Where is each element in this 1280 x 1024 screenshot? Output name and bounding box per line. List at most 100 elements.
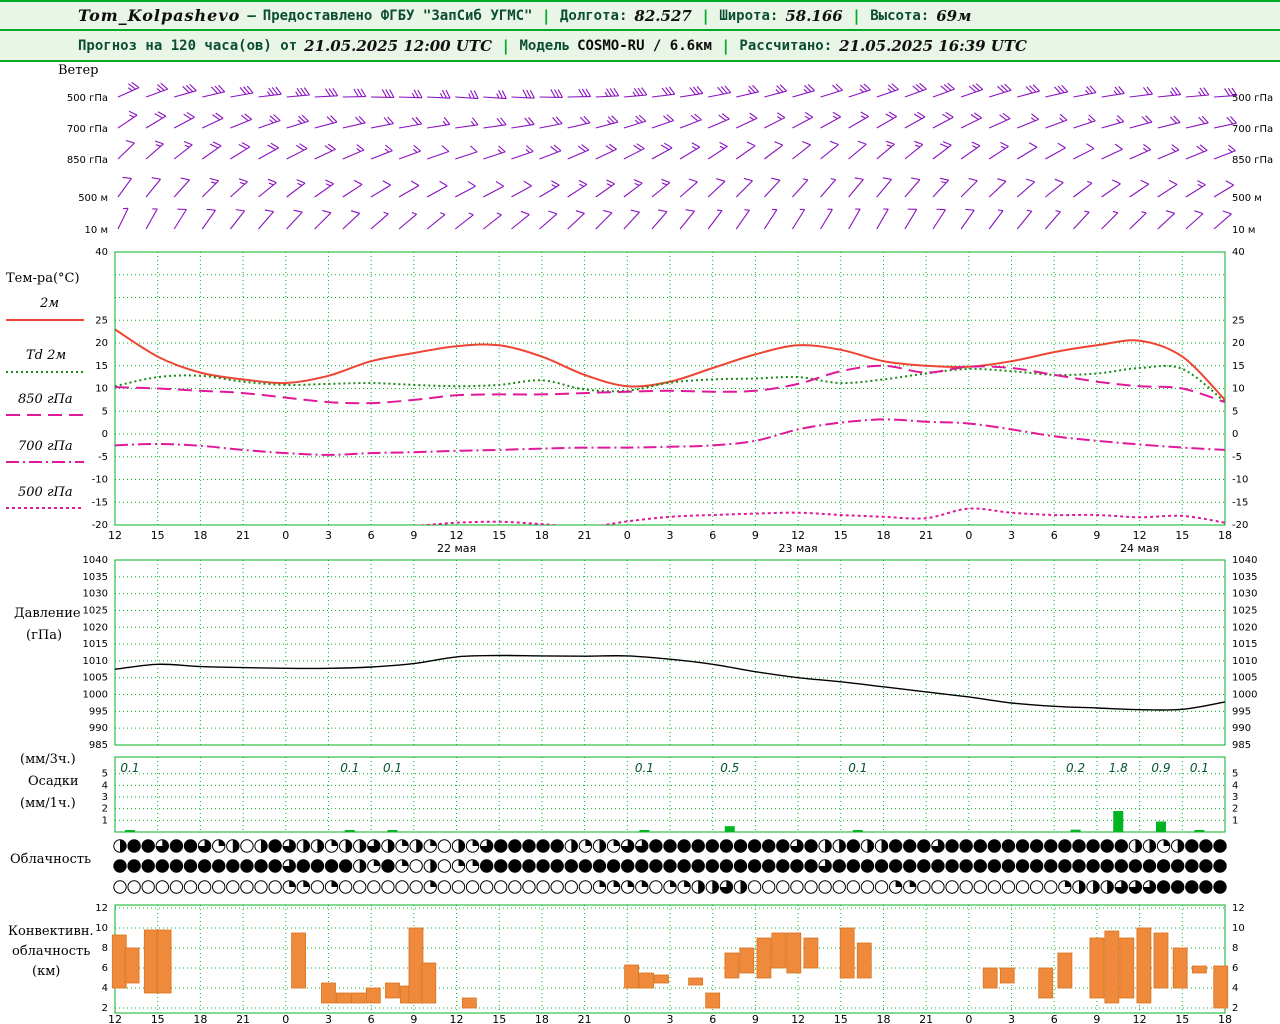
axis-label: 0	[102, 429, 108, 440]
axis-label: 700 гПа	[67, 124, 108, 135]
axis-label: 985	[1232, 740, 1251, 751]
precip-bar	[1194, 830, 1205, 832]
axis-label: 6	[368, 1013, 375, 1024]
cloud-cover-symbol	[197, 880, 212, 894]
lon-value: 82.527	[634, 6, 692, 25]
axis-label: 6	[709, 1013, 716, 1024]
axis-label: 10 м	[85, 225, 108, 236]
cloud-cover-symbol	[874, 880, 889, 894]
pressure-panel: 1040 1040 1035 1035 1030 1030 1025 1025 1020 1020…	[83, 555, 1258, 751]
axis-label: 21	[236, 529, 250, 542]
convective-cloud-bar	[1104, 930, 1120, 1004]
precip-value-label: 0.1	[120, 761, 139, 775]
axis-label: 8	[1232, 943, 1238, 954]
axis-label: 3	[1008, 1013, 1015, 1024]
precip-value-label: 0.1	[848, 761, 867, 775]
convective-cloud-bar	[999, 967, 1015, 984]
pressure-panel-label: Давление	[14, 606, 81, 621]
axis-label: 1005	[83, 673, 108, 684]
axis-label: 6	[1051, 529, 1058, 542]
axis-label: 12	[450, 529, 464, 542]
convective-cloud-bar	[365, 987, 381, 1004]
axis-label: -5	[1232, 452, 1242, 463]
precip-bar	[387, 830, 398, 832]
axis-label: 20	[1232, 338, 1245, 349]
axis-label: 21	[919, 529, 933, 542]
cloud-cover-symbol	[268, 880, 282, 894]
precip-value-label: 0.1	[635, 761, 654, 775]
precip-value-label: 0.9	[1151, 761, 1170, 775]
axis-label: 2	[102, 804, 108, 815]
temperature-series-2	[115, 364, 1225, 405]
header-sep-5: |	[722, 36, 729, 55]
alt-value: 69м	[936, 6, 972, 25]
cloud-cover-symbol	[522, 880, 536, 894]
cloud-cover-symbol	[183, 880, 198, 894]
axis-label: 995	[89, 706, 108, 717]
header-sep-1: |	[543, 6, 549, 25]
cloud-cover-symbol	[987, 880, 1002, 894]
lon-label: Долгота:	[559, 7, 628, 24]
convective-cloud-bar	[291, 932, 306, 989]
axis-label: 0	[282, 1013, 289, 1024]
cloudiness-panel-label: Облачность	[10, 852, 92, 867]
precip-bar	[724, 826, 735, 832]
convective-panel-label-3: (км)	[32, 964, 61, 979]
axis-label: 1030	[1232, 589, 1257, 600]
temperature-series-4	[411, 507, 1225, 525]
convective-cloud-bar	[408, 927, 424, 1004]
temperature-panel-label: Тем-ра(°C)	[6, 271, 80, 286]
axis-label: 21	[578, 1013, 592, 1024]
axis-label: 15	[1175, 1013, 1189, 1024]
precip-panel-label: Осадки	[28, 774, 79, 789]
precip-bar	[1155, 821, 1166, 832]
legend-label-850: 850 гПа	[18, 392, 73, 407]
cloud-cover-symbol	[437, 839, 452, 853]
axis-label: 18	[876, 529, 890, 542]
axis-label: 0	[965, 529, 972, 542]
cloud-cover-symbol	[564, 880, 578, 894]
axis-label: 12	[95, 903, 108, 914]
axis-label: 9	[410, 1013, 417, 1024]
axis-label: 0	[965, 1013, 972, 1024]
axis-label: 12	[108, 529, 122, 542]
axis-label: 20	[95, 338, 108, 349]
cloud-cover-symbol	[155, 880, 170, 894]
axis-label: 500 м	[1232, 193, 1262, 204]
axis-label: 18	[193, 1013, 207, 1024]
axis-label: 2	[102, 1003, 108, 1014]
lat-label: Широта:	[719, 7, 779, 24]
axis-label: 1005	[1232, 673, 1257, 684]
cloud-cover-symbol	[395, 880, 409, 894]
axis-label: 15	[834, 1013, 848, 1024]
cloud-cover-symbol	[1044, 880, 1058, 894]
legend-label-500: 500 гПа	[18, 485, 73, 500]
cloud-cover-symbol	[494, 880, 508, 894]
axis-label: 3	[325, 529, 332, 542]
model-value: COSMO-RU / 6.6км	[577, 37, 712, 54]
convective-cloud-bar	[350, 992, 366, 1004]
axis-label: -20	[92, 520, 108, 531]
cloud-cover-symbol	[578, 880, 593, 894]
precip-value-label: 0.1	[383, 761, 402, 775]
precip-value-label: 1.8	[1109, 761, 1128, 775]
axis-label: 6	[102, 963, 108, 974]
convective-cloud-bar	[111, 934, 127, 989]
axis-label: 40	[95, 247, 108, 258]
axis-label: 4	[1232, 780, 1238, 791]
axis-label: 3	[1232, 792, 1238, 803]
axis-label: 1025	[83, 605, 108, 616]
convective-cloud-bar	[1191, 965, 1207, 974]
convective-cloud-bar	[982, 967, 998, 989]
cloud-cover-symbol	[1001, 880, 1016, 894]
axis-label: 1000	[83, 690, 108, 701]
cloud-cover-symbol	[917, 880, 931, 894]
axis-label: 850 гПа	[67, 155, 108, 166]
cloud-cover-symbol	[437, 859, 452, 873]
axis-label: 15	[834, 529, 848, 542]
axis-label: -5	[98, 452, 108, 463]
cloud-cover-symbol	[240, 839, 254, 853]
convective-cloud-bar	[124, 947, 140, 984]
cloud-cover-symbol	[226, 880, 240, 894]
axis-label: -20	[1232, 520, 1248, 531]
